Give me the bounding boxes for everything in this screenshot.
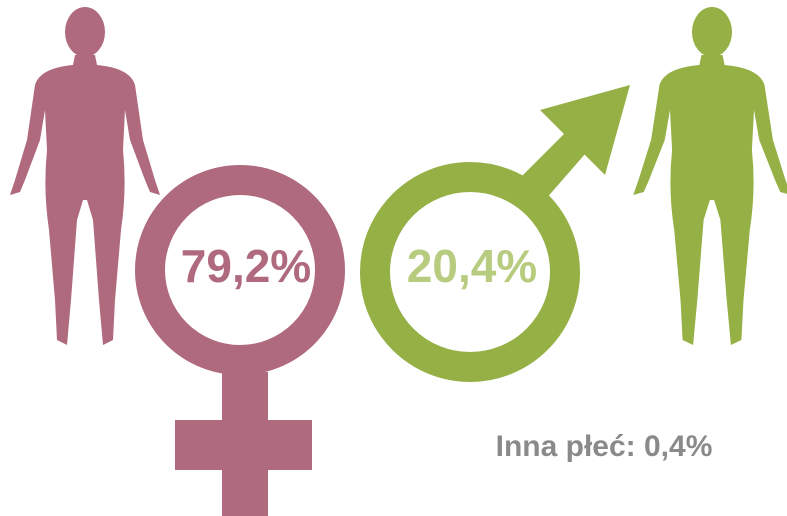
male-symbol [360, 85, 630, 382]
female-label: 79,2% [181, 240, 311, 292]
female-figure [10, 7, 160, 345]
female-symbol [135, 165, 345, 516]
other-label: Inna płeć: 0,4% [496, 430, 713, 463]
male-figure [633, 7, 787, 345]
male-label: 20,4% [407, 240, 537, 292]
